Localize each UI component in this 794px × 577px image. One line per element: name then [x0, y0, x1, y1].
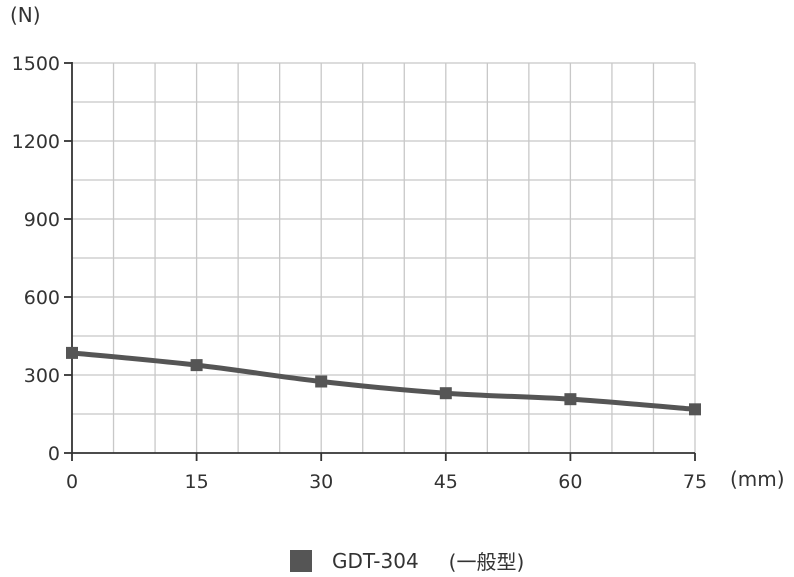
y-unit-label: (N) — [10, 3, 41, 27]
y-tick-label: 0 — [48, 443, 60, 465]
x-tick-label: 30 — [309, 471, 333, 493]
legend: GDT-304 (一般型) — [290, 546, 524, 575]
x-tick-label: 0 — [66, 471, 78, 493]
series-line — [69, 350, 698, 412]
data-point-marker — [689, 403, 701, 416]
data-point-marker — [66, 346, 78, 359]
y-tick-label: 300 — [24, 365, 60, 387]
legend-swatch — [290, 549, 312, 572]
data-point-marker — [439, 387, 452, 400]
series — [66, 346, 701, 416]
y-tick-label: 900 — [24, 209, 60, 231]
x-unit-label: (mm) — [730, 467, 785, 491]
x-tick-label: 60 — [558, 471, 582, 493]
x-tick-label: 45 — [434, 471, 458, 493]
legend-series-name: GDT-304 — [332, 548, 419, 573]
data-point-marker — [564, 393, 577, 406]
data-point-marker — [190, 359, 203, 372]
axes — [64, 62, 696, 461]
grid — [72, 62, 696, 453]
y-tick-labels: 0 300 600 900 1200 1500 — [12, 53, 60, 465]
legend-suffix: (一般型) — [448, 550, 525, 574]
data-point-marker — [315, 375, 328, 388]
x-tick-label: 75 — [683, 471, 707, 493]
y-tick-label: 1500 — [12, 53, 60, 75]
y-tick-label: 1200 — [12, 131, 60, 153]
x-tick-labels: 0 15 30 45 60 75 — [66, 471, 707, 493]
x-tick-label: 15 — [185, 471, 209, 493]
y-tick-label: 600 — [24, 287, 60, 309]
